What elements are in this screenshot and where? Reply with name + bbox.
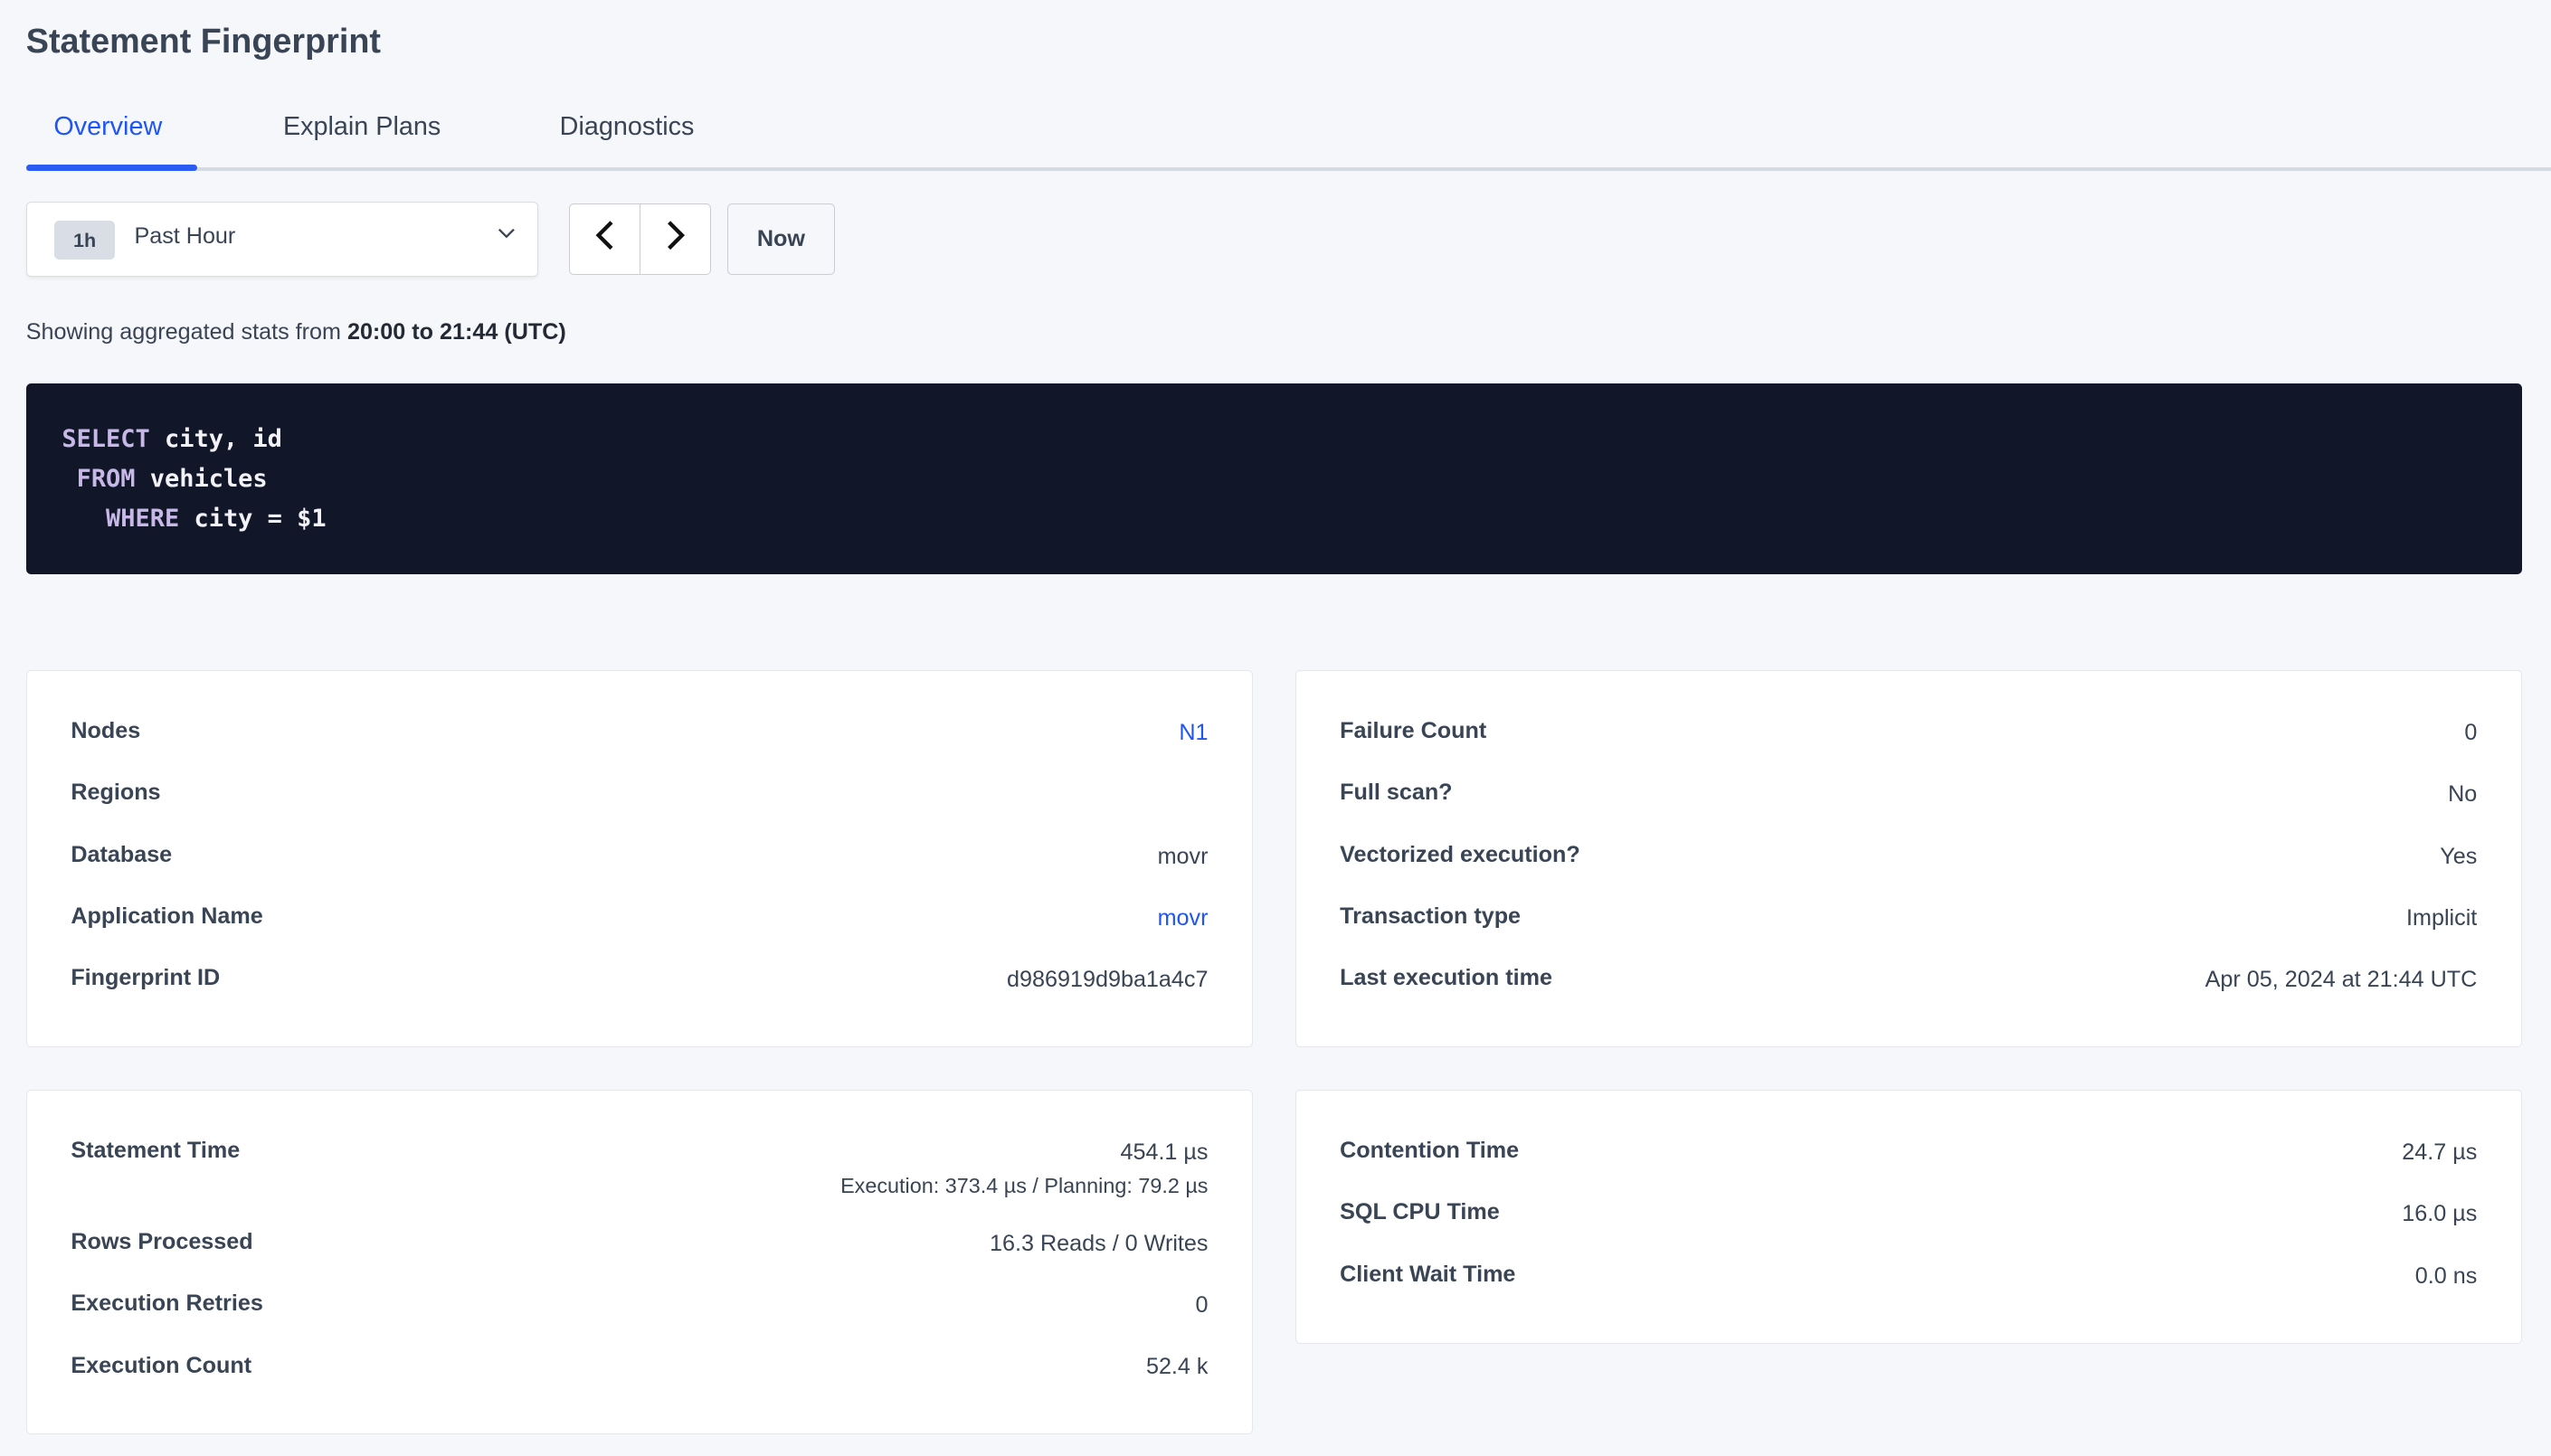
previous-range-button[interactable] xyxy=(570,203,641,275)
stat-row-nodes: Nodes N1 xyxy=(71,718,1208,754)
time-range-badge: 1h xyxy=(54,220,115,260)
tab-divider xyxy=(25,167,2551,171)
stat-label: Failure Count xyxy=(1340,718,1487,744)
tab-diagnostics[interactable]: Diagnostics xyxy=(559,112,695,142)
stat-value: 0.0 ns xyxy=(2414,1262,2478,1289)
sql-keyword: FROM xyxy=(76,465,136,494)
details-card: Nodes N1 Regions Database movr Application Na… xyxy=(25,669,1254,1048)
stat-value: Apr 05, 2024 at 21:44 UTC xyxy=(2205,967,2478,993)
sql-keyword: WHERE xyxy=(106,505,180,534)
sql-line: FROM vehicles xyxy=(62,465,268,494)
stat-label: Database xyxy=(71,841,173,867)
active-tab-indicator xyxy=(25,164,197,171)
time-stats-card: Contention Time 24.7 µs SQL CPU Time 16.0 µ… xyxy=(1294,1089,2522,1344)
statistics-card: Statement Time 454.1 µs Execution: 373.4 µ… xyxy=(25,1089,1254,1435)
stat-label: Execution Retries xyxy=(71,1291,263,1317)
aggregation-range: 20:00 to 21:44 (UTC) xyxy=(346,318,566,345)
aggregation-prefix: Showing aggregated stats from xyxy=(25,318,347,345)
stat-row-execution-count: Execution Count 52.4 k xyxy=(71,1353,1208,1389)
stat-row-failure-count: Failure Count 0 xyxy=(1340,718,2477,754)
stat-label: Transaction type xyxy=(1340,903,1522,930)
stat-row-full-scan: Full scan? No xyxy=(1340,780,2477,816)
tab-explain-plans[interactable]: Explain Plans xyxy=(282,112,441,142)
time-nav-group xyxy=(569,203,712,276)
stat-row-contention-time: Contention Time 24.7 µs xyxy=(1340,1138,2477,1174)
stat-row-sql-cpu-time: SQL CPU Time 16.0 µs xyxy=(1340,1199,2477,1235)
stat-value: No xyxy=(2448,781,2478,808)
stat-subvalue: Execution: 373.4 µs / Planning: 79.2 µs xyxy=(840,1173,1209,1197)
stat-row-regions: Regions xyxy=(71,780,1208,816)
stat-label: Full scan? xyxy=(1340,780,1453,806)
stat-label: Rows Processed xyxy=(71,1228,253,1254)
stat-value: 0 xyxy=(2464,719,2478,745)
stat-label: Last execution time xyxy=(1340,965,1552,991)
time-range-label: Past Hour xyxy=(134,223,236,250)
aggregation-range-text: Showing aggregated stats from 20:00 to 2… xyxy=(26,319,566,345)
stat-row-vectorized-execution: Vectorized execution? Yes xyxy=(1340,842,2477,878)
stat-row-transaction-type: Transaction type Implicit xyxy=(1340,903,2477,940)
stat-row-last-execution-time: Last execution time Apr 05, 2024 at 21:44… xyxy=(1340,965,2477,1001)
stat-label: Application Name xyxy=(71,903,263,930)
stat-label: Nodes xyxy=(71,718,141,744)
time-range-select[interactable]: 1h Past Hour xyxy=(25,202,539,277)
stat-value: 24.7 µs xyxy=(2402,1139,2478,1165)
stat-value: 0 xyxy=(1195,1291,1209,1318)
stat-label: Statement Time xyxy=(71,1138,241,1164)
stat-label: Fingerprint ID xyxy=(71,965,221,991)
execution-details-card: Failure Count 0 Full scan? No Vectorized exe… xyxy=(1294,669,2522,1048)
stat-value: 16.3 Reads / 0 Writes xyxy=(990,1230,1209,1256)
stat-row-statement-time: Statement Time 454.1 µs Execution: 373.4 µ… xyxy=(71,1138,1209,1197)
chevron-left-icon xyxy=(595,221,615,257)
stat-value: 454.1 µs xyxy=(1120,1139,1209,1165)
sql-code: SELECT city, id FROM vehicles WHERE city… xyxy=(62,420,326,539)
sql-keyword: SELECT xyxy=(62,425,150,453)
chevron-right-icon xyxy=(666,221,686,257)
sql-text: city, id xyxy=(149,425,282,453)
now-button[interactable]: Now xyxy=(726,203,835,276)
sql-line: SELECT city, id xyxy=(62,425,282,453)
stat-row-execution-retries: Execution Retries 0 xyxy=(71,1291,1208,1327)
stat-label: Client Wait Time xyxy=(1340,1261,1516,1287)
stat-row-rows-processed: Rows Processed 16.3 Reads / 0 Writes xyxy=(71,1229,1208,1265)
stat-value-link[interactable]: movr xyxy=(1157,904,1209,931)
stat-label: Regions xyxy=(71,780,161,806)
stat-label: Contention Time xyxy=(1340,1138,1520,1164)
stat-value: Yes xyxy=(2440,843,2478,869)
stat-label: Execution Count xyxy=(71,1352,252,1378)
stat-value: movr xyxy=(1157,843,1209,869)
stat-row-fingerprint-id: Fingerprint ID d986919d9ba1a4c7 xyxy=(71,965,1208,1001)
stat-value-link[interactable]: N1 xyxy=(1179,719,1209,745)
sql-line: WHERE city = $1 xyxy=(62,505,327,534)
page-title: Statement Fingerprint xyxy=(25,23,381,61)
stat-label: SQL CPU Time xyxy=(1340,1199,1500,1225)
stat-row-application-name: Application Name movr xyxy=(71,903,1208,940)
next-range-button[interactable] xyxy=(640,204,710,274)
stat-value: 52.4 k xyxy=(1145,1354,1209,1380)
stat-label: Vectorized execution? xyxy=(1340,841,1580,867)
stat-value: 16.0 µs xyxy=(2402,1201,2478,1227)
chevron-down-icon xyxy=(498,222,516,246)
tab-overview[interactable]: Overview xyxy=(53,112,163,142)
sql-text: city = $1 xyxy=(179,505,327,534)
stat-value: d986919d9ba1a4c7 xyxy=(1007,967,1209,993)
stat-row-database: Database movr xyxy=(71,842,1208,878)
sql-text: vehicles xyxy=(135,465,268,494)
stat-value: Implicit xyxy=(2406,904,2478,931)
stat-row-client-wait-time: Client Wait Time 0.0 ns xyxy=(1340,1262,2477,1298)
sql-statement-block: SELECT city, id FROM vehicles WHERE city… xyxy=(25,383,2522,574)
